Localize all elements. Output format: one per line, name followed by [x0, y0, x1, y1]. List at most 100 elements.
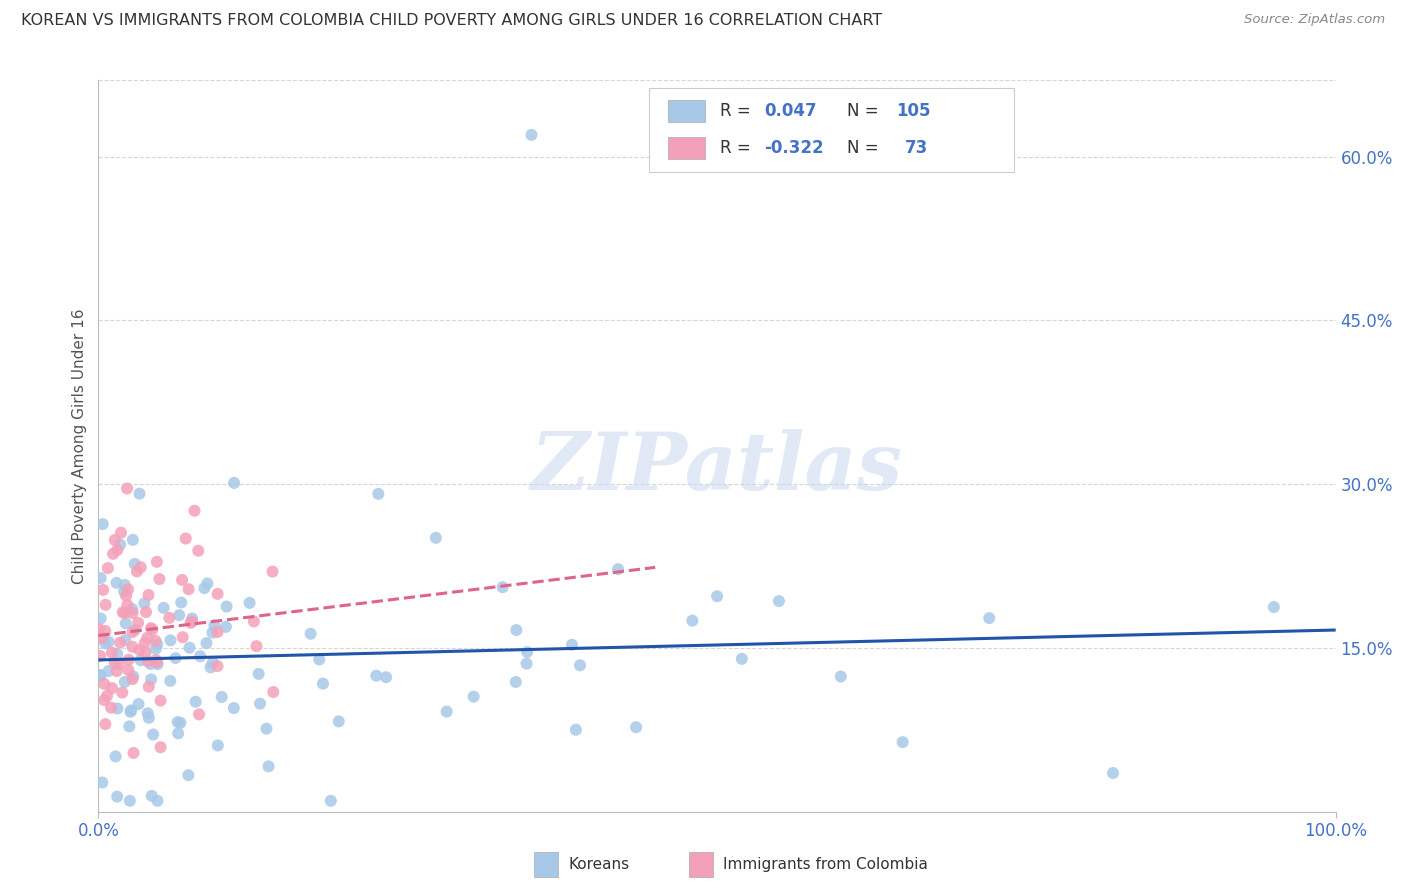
Text: Immigrants from Colombia: Immigrants from Colombia: [723, 857, 928, 871]
Text: R =: R =: [720, 103, 755, 120]
Point: [195, 636, 218, 650]
Point: [128, 643, 150, 657]
Point: [118, 794, 141, 808]
Point: [128, 486, 150, 500]
Point: [124, 557, 146, 571]
Point: [111, 605, 134, 619]
Point: [169, 715, 191, 730]
Point: [891, 735, 914, 749]
Point: [128, 697, 150, 711]
Point: [94, 624, 117, 638]
Point: [105, 664, 128, 678]
Point: [108, 635, 131, 649]
Point: [238, 596, 260, 610]
Point: [166, 715, 188, 730]
Point: [520, 128, 543, 142]
Point: [159, 633, 181, 648]
Point: [97, 664, 120, 678]
Point: [136, 654, 159, 668]
Point: [201, 656, 224, 670]
Point: [114, 578, 136, 592]
Point: [515, 657, 537, 671]
Point: [138, 588, 160, 602]
Point: [141, 673, 163, 687]
Point: [114, 633, 136, 648]
Point: [768, 594, 790, 608]
Point: [607, 562, 630, 576]
Point: [107, 657, 129, 671]
Point: [492, 580, 515, 594]
Point: [200, 660, 222, 674]
Point: [179, 640, 201, 655]
Point: [141, 789, 163, 803]
Point: [1263, 600, 1285, 615]
Point: [257, 759, 280, 773]
Point: [114, 616, 136, 631]
Point: [561, 638, 583, 652]
Point: [149, 740, 172, 755]
Point: [121, 625, 143, 640]
Point: [135, 605, 157, 619]
Point: [104, 533, 127, 547]
Point: [120, 705, 142, 719]
Point: [127, 615, 149, 630]
Point: [262, 565, 284, 579]
Point: [425, 531, 447, 545]
Point: [121, 533, 143, 547]
Point: [134, 646, 156, 660]
Point: [104, 749, 127, 764]
Y-axis label: Child Poverty Among Girls Under 16: Child Poverty Among Girls Under 16: [72, 309, 87, 583]
Point: [93, 693, 115, 707]
Point: [177, 768, 200, 782]
Point: [188, 707, 211, 722]
Point: [96, 689, 118, 703]
Point: [184, 695, 207, 709]
Point: [180, 615, 202, 630]
Point: [134, 636, 156, 650]
Point: [167, 726, 190, 740]
Point: [211, 690, 233, 704]
Point: [193, 581, 215, 595]
Point: [110, 525, 132, 540]
Point: [188, 649, 211, 664]
Point: [129, 560, 152, 574]
Point: [681, 614, 703, 628]
Point: [136, 706, 159, 721]
Point: [129, 653, 152, 667]
Point: [505, 623, 527, 637]
Point: [174, 532, 197, 546]
Point: [105, 543, 128, 558]
Point: [90, 611, 112, 625]
Point: [830, 669, 852, 683]
Point: [222, 701, 245, 715]
Text: N =: N =: [846, 103, 884, 120]
Point: [207, 624, 229, 639]
Text: R =: R =: [720, 139, 755, 157]
Text: Source: ZipAtlas.com: Source: ZipAtlas.com: [1244, 13, 1385, 27]
Point: [245, 639, 267, 653]
Point: [222, 475, 245, 490]
Point: [207, 587, 229, 601]
Point: [105, 647, 128, 661]
Point: [202, 618, 225, 632]
Point: [262, 685, 284, 699]
Point: [136, 631, 159, 645]
Point: [187, 543, 209, 558]
Point: [312, 676, 335, 690]
Point: [146, 555, 169, 569]
Point: [121, 606, 143, 620]
Point: [706, 589, 728, 603]
Point: [249, 697, 271, 711]
Point: [157, 611, 180, 625]
Point: [299, 627, 322, 641]
FancyBboxPatch shape: [668, 100, 704, 122]
Point: [117, 653, 139, 667]
Point: [89, 622, 111, 636]
Point: [138, 711, 160, 725]
Point: [105, 575, 128, 590]
Point: [118, 719, 141, 733]
Text: ZIPatlas: ZIPatlas: [531, 429, 903, 507]
Point: [139, 657, 162, 671]
Point: [145, 641, 167, 656]
Point: [146, 638, 169, 652]
